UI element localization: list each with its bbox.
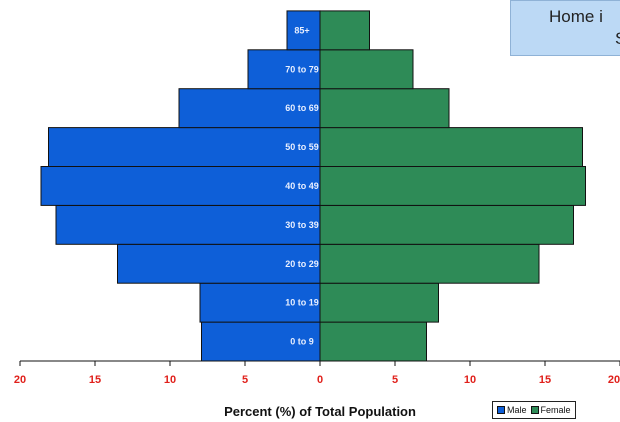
age-label-40-to-49: 40 to 49 bbox=[285, 181, 319, 191]
x-tick-label: 5 bbox=[392, 374, 398, 386]
age-label-0-to-9: 0 to 9 bbox=[290, 337, 314, 347]
bar-male-30-to-39 bbox=[55, 204, 321, 245]
bars-group bbox=[40, 10, 586, 362]
info-callout-box: Home i S bbox=[510, 0, 620, 56]
x-tick-label: 20 bbox=[608, 374, 620, 386]
bar-female-10-to-19 bbox=[319, 282, 439, 323]
callout-line-1: Home i bbox=[549, 7, 603, 26]
age-label-85: 85+ bbox=[294, 25, 309, 35]
age-label-30-to-39: 30 to 39 bbox=[285, 220, 319, 230]
bar-female-40-to-49 bbox=[319, 166, 586, 206]
bar-male-85 bbox=[286, 10, 321, 51]
age-label-10-to-19: 10 to 19 bbox=[285, 298, 319, 308]
x-axis-label: Percent (%) of Total Population bbox=[224, 404, 416, 419]
x-tick-label: 15 bbox=[89, 374, 101, 386]
callout-line-2: S bbox=[615, 29, 620, 49]
age-label-60-to-69: 60 to 69 bbox=[285, 103, 319, 113]
legend-swatch-female bbox=[530, 406, 539, 414]
bar-male-50-to-59 bbox=[48, 127, 321, 167]
legend-item-female: Female bbox=[530, 405, 571, 415]
bar-female-70-to-79 bbox=[319, 49, 414, 90]
x-tick-label: 10 bbox=[464, 374, 476, 386]
x-tick-label: 10 bbox=[164, 374, 176, 386]
x-axis: 20 15 10 5 0 5 10 15 20 bbox=[14, 360, 620, 386]
bar-female-30-to-39 bbox=[319, 204, 574, 245]
x-tick-label: 15 bbox=[539, 374, 551, 386]
x-tick-label: 5 bbox=[242, 374, 248, 386]
bar-female-50-to-59 bbox=[319, 127, 583, 167]
bar-female-20-to-29 bbox=[319, 243, 540, 284]
age-label-50-to-59: 50 to 59 bbox=[285, 142, 319, 152]
bar-male-40-to-49 bbox=[40, 166, 321, 206]
bar-female-0-to-9 bbox=[319, 321, 427, 362]
age-label-70-to-79: 70 to 79 bbox=[285, 64, 319, 74]
bar-female-60-to-69 bbox=[319, 88, 450, 129]
chart-legend: Male Female bbox=[492, 401, 576, 419]
bar-male-60-to-69 bbox=[178, 88, 321, 129]
bar-male-0-to-9 bbox=[201, 321, 321, 362]
legend-label-female: Female bbox=[540, 405, 571, 415]
x-tick-label: 20 bbox=[14, 374, 26, 386]
legend-item-male: Male bbox=[497, 405, 527, 415]
age-labels-group: 0 to 9 10 to 19 20 to 29 30 to 39 40 to 49 50… bbox=[285, 25, 319, 346]
bar-female-85 bbox=[319, 10, 370, 51]
legend-label-male: Male bbox=[507, 405, 527, 415]
x-tick-label: 0 bbox=[317, 374, 323, 386]
legend-swatch-male bbox=[497, 406, 505, 414]
bar-male-20-to-29 bbox=[117, 243, 321, 284]
age-label-20-to-29: 20 to 29 bbox=[285, 259, 319, 269]
